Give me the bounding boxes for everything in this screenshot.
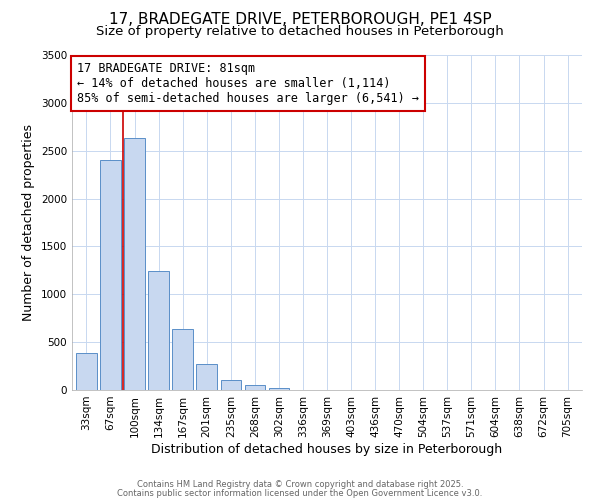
Text: 17, BRADEGATE DRIVE, PETERBOROUGH, PE1 4SP: 17, BRADEGATE DRIVE, PETERBOROUGH, PE1 4… (109, 12, 491, 28)
Bar (172, 328, 193, 390)
Bar (196, 364, 217, 390)
Bar (124, 138, 145, 390)
Bar (245, 384, 265, 390)
Text: Contains public sector information licensed under the Open Government Licence v3: Contains public sector information licen… (118, 488, 482, 498)
Bar (100, 160, 121, 390)
Text: Size of property relative to detached houses in Peterborough: Size of property relative to detached ho… (96, 25, 504, 38)
Y-axis label: Number of detached properties: Number of detached properties (22, 124, 35, 321)
Text: Contains HM Land Registry data © Crown copyright and database right 2025.: Contains HM Land Registry data © Crown c… (137, 480, 463, 489)
Text: 17 BRADEGATE DRIVE: 81sqm
← 14% of detached houses are smaller (1,114)
85% of se: 17 BRADEGATE DRIVE: 81sqm ← 14% of detac… (77, 62, 419, 104)
Bar (148, 272, 169, 390)
X-axis label: Distribution of detached houses by size in Peterborough: Distribution of detached houses by size … (151, 442, 503, 456)
Bar (76, 352, 97, 390)
Bar (269, 388, 289, 390)
Bar (221, 380, 241, 390)
